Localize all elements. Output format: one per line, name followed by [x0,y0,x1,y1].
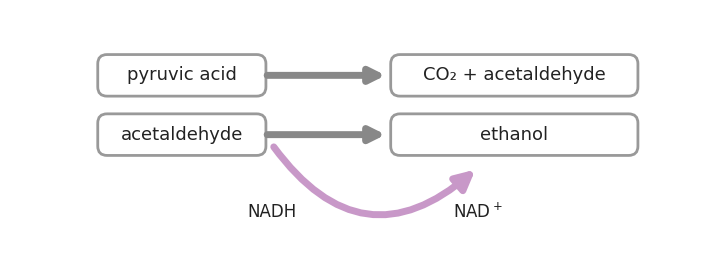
FancyBboxPatch shape [391,114,638,155]
Text: acetaldehyde: acetaldehyde [121,126,243,144]
Text: pyruvic acid: pyruvic acid [127,66,237,84]
Text: CO₂ + acetaldehyde: CO₂ + acetaldehyde [423,66,606,84]
Text: ethanol: ethanol [480,126,549,144]
FancyBboxPatch shape [98,114,266,155]
Text: NADH: NADH [248,204,297,221]
FancyBboxPatch shape [391,54,638,96]
FancyArrowPatch shape [274,147,469,215]
FancyBboxPatch shape [98,54,266,96]
Text: NAD$^+$: NAD$^+$ [453,203,503,222]
